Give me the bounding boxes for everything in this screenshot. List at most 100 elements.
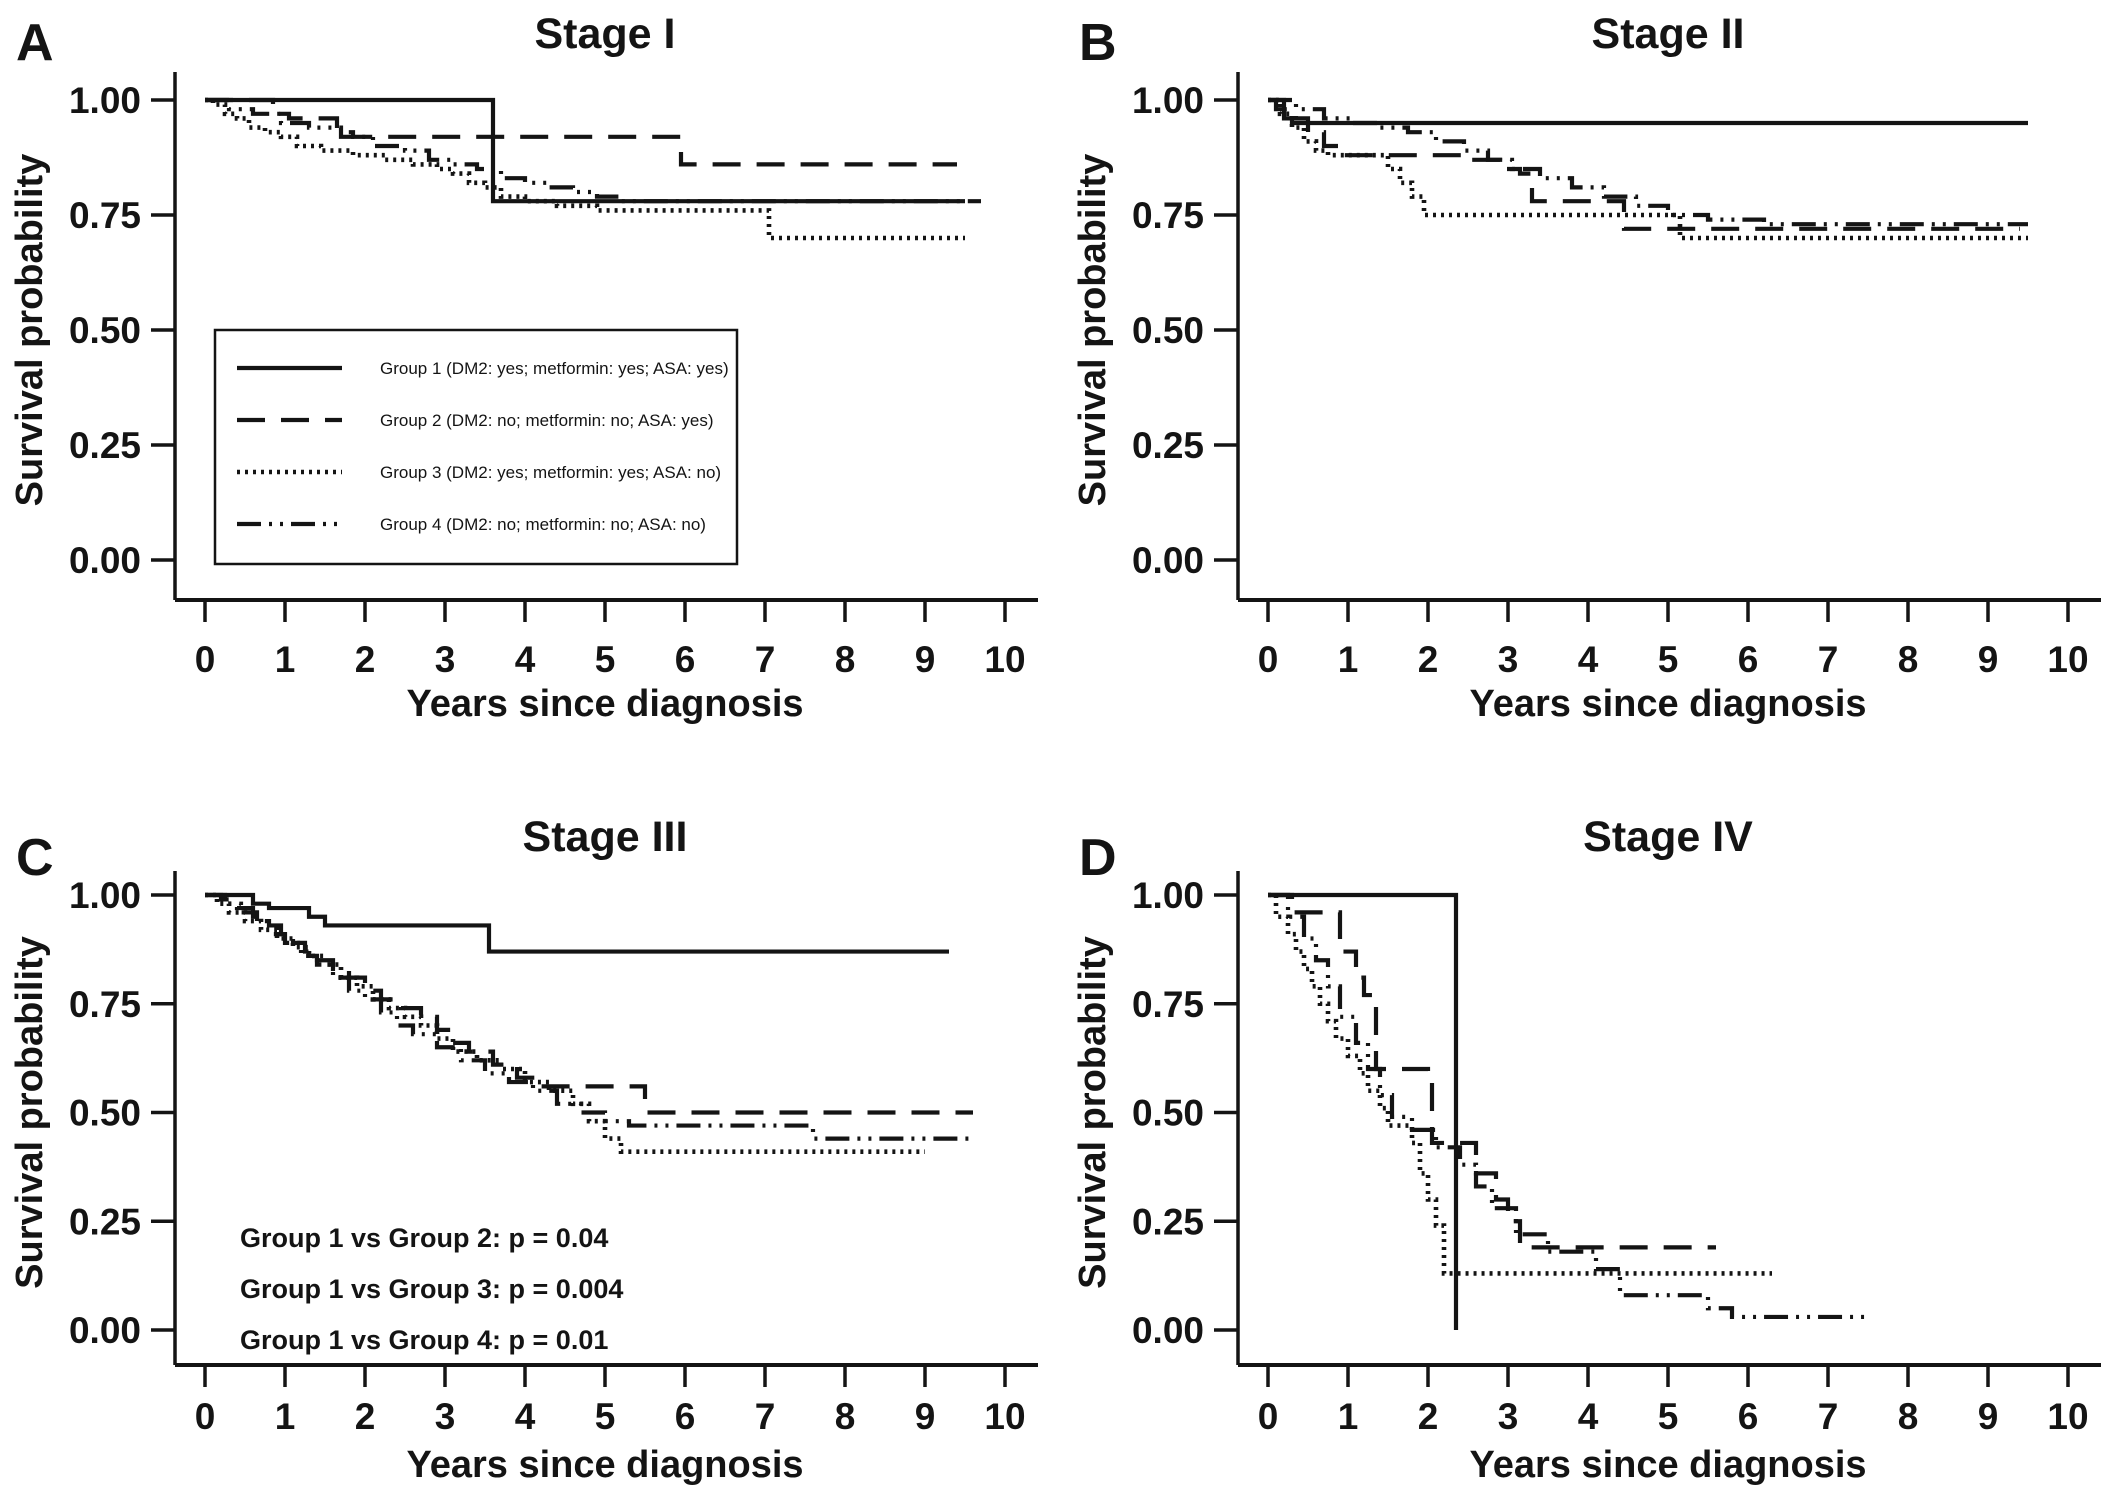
series-group-4-line bbox=[205, 97, 981, 204]
plot-area-stage-iv: 1.00 0.75 0.50 0.25 0.00 0 1 2 3 4 5 6 7 8 9 10 Years si… bbox=[1072, 871, 2101, 1486]
y-tick-label: 0.00 bbox=[1132, 540, 1204, 581]
y-tick-label: 0.75 bbox=[1132, 195, 1204, 236]
series-group-1-line bbox=[1268, 892, 1459, 1330]
y-tick-label: 0.25 bbox=[1132, 1201, 1204, 1242]
legend-label-group-4: Group 4 (DM2: no; metformin: no; ASA: no… bbox=[380, 515, 706, 534]
y-axis-label: Survival probability bbox=[1072, 154, 1114, 507]
x-tick-label: 2 bbox=[355, 639, 376, 680]
p-value-text-2: Group 1 vs Group 3: p = 0.004 bbox=[240, 1274, 623, 1304]
x-tick-label: 2 bbox=[1418, 639, 1439, 680]
plot-area-stage-i: 1.00 0.75 0.50 0.25 0.00 0 1 2 3 4 5 6 7 8 9 10 Years si… bbox=[9, 72, 1038, 725]
y-tick-label: 1.00 bbox=[1132, 875, 1204, 916]
y-tick-label: 0.00 bbox=[1132, 1310, 1204, 1351]
x-tick-label: 10 bbox=[984, 1396, 1025, 1437]
x-tick-label: 8 bbox=[835, 1396, 856, 1437]
legend-box bbox=[213, 328, 739, 566]
series-group-2-line bbox=[205, 97, 957, 167]
y-tick-label: 0.75 bbox=[69, 195, 141, 236]
x-tick-label: 1 bbox=[1338, 1396, 1359, 1437]
panel-letter-b: B bbox=[1079, 14, 1117, 72]
axes: 1.00 0.75 0.50 0.25 0.00 0 1 2 3 4 5 6 7 8 9 10 bbox=[69, 72, 1038, 680]
x-tick-label: 9 bbox=[915, 1396, 936, 1437]
x-tick-label: 5 bbox=[595, 1396, 616, 1437]
x-tick-label: 5 bbox=[1658, 639, 1679, 680]
y-tick-label: 0.25 bbox=[1132, 425, 1204, 466]
y-tick-label: 0.00 bbox=[69, 1310, 141, 1351]
series-group-3-line bbox=[205, 97, 965, 241]
x-tick-label: 1 bbox=[1338, 639, 1359, 680]
x-tick-label: 0 bbox=[195, 639, 216, 680]
x-tick-label: 2 bbox=[355, 1396, 376, 1437]
panel-letter-a: A bbox=[16, 14, 54, 72]
x-tick-label: 3 bbox=[1498, 1396, 1519, 1437]
legend-label-group-2: Group 2 (DM2: no; metformin: no; ASA: ye… bbox=[380, 411, 714, 430]
x-tick-label: 10 bbox=[984, 639, 1025, 680]
x-axis-label: Years since diagnosis bbox=[1469, 1444, 1866, 1486]
y-tick-label: 0.25 bbox=[69, 1201, 141, 1242]
y-tick-label: 1.00 bbox=[69, 80, 141, 121]
x-tick-label: 6 bbox=[675, 639, 696, 680]
axes: 1.00 0.75 0.50 0.25 0.00 0 1 2 3 4 5 6 7 8 9 10 bbox=[1132, 72, 2101, 680]
y-tick-label: 0.00 bbox=[69, 540, 141, 581]
series-group-4-line bbox=[1268, 892, 1868, 1320]
x-tick-label: 2 bbox=[1418, 1396, 1439, 1437]
y-tick-label: 0.50 bbox=[1132, 310, 1204, 351]
panel-title-stage-iii: Stage III bbox=[523, 813, 688, 861]
y-tick-label: 1.00 bbox=[1132, 80, 1204, 121]
p-value-annotations: Group 1 vs Group 2: p = 0.04 Group 1 vs G… bbox=[240, 1223, 623, 1355]
x-tick-label: 3 bbox=[1498, 639, 1519, 680]
y-tick-label: 0.50 bbox=[69, 1093, 141, 1134]
x-tick-label: 7 bbox=[755, 639, 776, 680]
series-group-2-line bbox=[1268, 892, 1716, 1250]
p-value-text-3: Group 1 vs Group 4: p = 0.01 bbox=[240, 1325, 608, 1355]
x-tick-label: 8 bbox=[1898, 1396, 1919, 1437]
x-tick-label: 3 bbox=[435, 1396, 456, 1437]
plot-area-stage-iii: 1.00 0.75 0.50 0.25 0.00 0 1 2 3 4 5 6 7 8 9 10 Years si… bbox=[9, 871, 1038, 1486]
x-axis-label: Years since diagnosis bbox=[406, 1444, 803, 1486]
series-group-1-line bbox=[1268, 97, 2028, 126]
x-axis-label: Years since diagnosis bbox=[406, 683, 803, 725]
series-group-2-line bbox=[205, 892, 973, 1115]
x-tick-label: 4 bbox=[1578, 1396, 1599, 1437]
x-tick-label: 8 bbox=[1898, 639, 1919, 680]
y-tick-label: 0.75 bbox=[69, 984, 141, 1025]
stage-i-survival-chart: A Stage I 1.00 0.75 0.50 0.25 0.00 0 1 2 3 4 5 6 7 8 9… bbox=[9, 10, 1038, 725]
legend: Group 1 (DM2: yes; metformin: yes; ASA: … bbox=[213, 328, 739, 566]
x-tick-label: 5 bbox=[595, 639, 616, 680]
panel-stage-iii: C Stage III 1.00 0.75 0.50 0.25 0.00 0 1 2 3 4 5 6 7… bbox=[0, 745, 1063, 1490]
x-tick-label: 1 bbox=[275, 639, 296, 680]
panel-letter-c: C bbox=[16, 829, 54, 887]
y-axis-label: Survival probability bbox=[9, 936, 51, 1289]
x-tick-label: 7 bbox=[1818, 639, 1839, 680]
series-group-1-line bbox=[205, 892, 949, 954]
x-tick-label: 5 bbox=[1658, 1396, 1679, 1437]
x-tick-label: 1 bbox=[275, 1396, 296, 1437]
x-tick-label: 0 bbox=[1258, 639, 1279, 680]
p-value-text-1: Group 1 vs Group 2: p = 0.04 bbox=[240, 1223, 608, 1253]
x-tick-label: 0 bbox=[1258, 1396, 1279, 1437]
x-tick-label: 9 bbox=[1978, 1396, 1999, 1437]
panel-title-stage-iv: Stage IV bbox=[1583, 813, 1753, 861]
x-tick-label: 7 bbox=[1818, 1396, 1839, 1437]
series-group-1-line bbox=[205, 97, 965, 204]
x-tick-label: 3 bbox=[435, 639, 456, 680]
plot-area-stage-ii: 1.00 0.75 0.50 0.25 0.00 0 1 2 3 4 5 6 7 8 9 10 Years si… bbox=[1072, 72, 2101, 725]
series-group-2-line bbox=[1268, 97, 2020, 231]
axes: 1.00 0.75 0.50 0.25 0.00 0 1 2 3 4 5 6 7 8 9 10 bbox=[1132, 871, 2101, 1437]
x-tick-label: 10 bbox=[2047, 639, 2088, 680]
series-group-3-line bbox=[1268, 97, 2028, 241]
x-tick-label: 0 bbox=[195, 1396, 216, 1437]
x-tick-label: 10 bbox=[2047, 1396, 2088, 1437]
y-tick-label: 0.25 bbox=[69, 425, 141, 466]
x-tick-label: 4 bbox=[515, 639, 536, 680]
series-group-3-line bbox=[205, 892, 925, 1154]
y-tick-label: 0.50 bbox=[69, 310, 141, 351]
x-tick-label: 7 bbox=[755, 1396, 776, 1437]
x-tick-label: 8 bbox=[835, 639, 856, 680]
panel-title-stage-ii: Stage II bbox=[1592, 10, 1745, 58]
panel-stage-i: A Stage I 1.00 0.75 0.50 0.25 0.00 0 1 2 3 4 5 6 7 8 9… bbox=[0, 0, 1063, 745]
series-group-4-line bbox=[1268, 97, 2028, 227]
stage-ii-survival-chart: B Stage II 1.00 0.75 0.50 0.25 0.00 0 1 2 3 4 5 6 7 8… bbox=[1072, 10, 2101, 725]
y-tick-label: 0.50 bbox=[1132, 1093, 1204, 1134]
